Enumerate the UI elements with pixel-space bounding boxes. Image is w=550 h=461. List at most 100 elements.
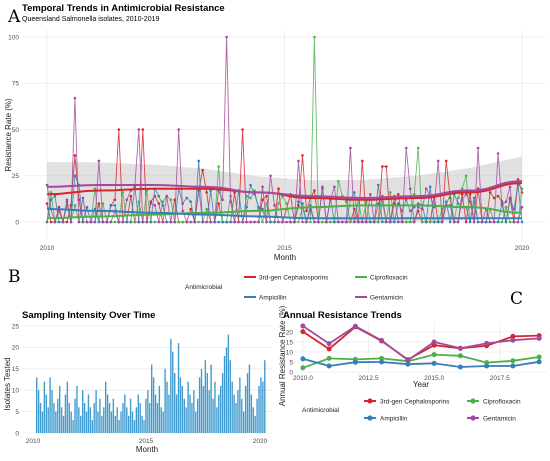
- panel-a-point: [157, 194, 161, 198]
- panel-a-point: [508, 198, 512, 202]
- panel-b-y-tick: 5: [15, 409, 19, 416]
- panel-a-y-tick: 0: [15, 219, 19, 226]
- panel-c-y-tick: 10: [286, 349, 294, 356]
- panel-b-bar: [174, 373, 176, 433]
- panel-c-point: [510, 358, 516, 364]
- panel-b-bar: [51, 390, 53, 433]
- panel-a-point: [369, 220, 372, 224]
- panel-b-bar: [233, 394, 235, 433]
- legend-item-ampicillin: Ampicillin: [244, 295, 287, 302]
- panel-a-trend-line-3: [46, 180, 523, 199]
- panel-c-series-line-1: [302, 353, 540, 369]
- panel-c-x-tick: 2010.0: [293, 375, 313, 382]
- panel-a-point: [153, 220, 157, 224]
- panel-a-point: [209, 220, 212, 224]
- panel-a-point: [357, 220, 360, 224]
- panel-a-point: [444, 159, 448, 163]
- panel-a-point: [105, 220, 109, 224]
- panel-b-bar: [260, 377, 262, 433]
- panel-c-point: [300, 356, 306, 362]
- panel-a-point: [101, 202, 105, 205]
- legend-c-item-cephalosporins: 3rd-gen Cephalosporins: [364, 398, 450, 406]
- panel-a-point: [384, 165, 388, 168]
- panel-a-point: [205, 191, 208, 194]
- panel-c-point: [326, 341, 332, 347]
- panel-b-bar: [177, 343, 180, 433]
- panel-b-bar: [120, 411, 122, 433]
- panel-a-point: [500, 220, 504, 224]
- panel-a-point: [337, 180, 340, 183]
- panel-a-point: [301, 220, 304, 224]
- panel-a-point: [265, 194, 268, 198]
- panel-b-bar: [149, 403, 151, 433]
- panel-a-point: [225, 35, 228, 39]
- panel-a-point: [137, 128, 141, 131]
- panel-b-bar: [164, 368, 166, 433]
- panel-a-point: [253, 189, 256, 192]
- panel-b-bar: [112, 398, 115, 433]
- panel-b-bar: [76, 385, 78, 433]
- panel-b-bar: [62, 415, 65, 433]
- panel-b-bar: [198, 377, 201, 433]
- panel-b-bar: [124, 394, 126, 433]
- panel-a-point: [464, 174, 468, 178]
- panel-b-bar: [181, 385, 184, 433]
- panel-a-point: [337, 220, 340, 224]
- panel-a-point: [297, 200, 300, 203]
- panel-c-series-line-2: [302, 357, 540, 368]
- panel-c-point: [484, 363, 490, 369]
- panel-c-point: [405, 357, 411, 363]
- panel-c-y-tick: 20: [286, 329, 294, 336]
- legend-label-gentamicin: Gentamicin: [370, 295, 403, 302]
- panel-a-point: [213, 220, 216, 224]
- legend-c-label-ciprofloxacin: Ciprofloxacin: [483, 399, 521, 406]
- panel-a-point: [205, 220, 208, 224]
- legend-item-ciprofloxacin: Ciprofloxacin: [355, 275, 408, 282]
- panel-a-point: [161, 200, 165, 203]
- panel-b-x-label: Month: [136, 445, 158, 454]
- panel-a-x-tick: 2015: [277, 245, 292, 252]
- panel-a-point: [49, 191, 53, 194]
- panel-a-point: [388, 220, 392, 224]
- panel-c-point: [457, 353, 463, 359]
- panel-a-point: [440, 220, 444, 224]
- panel-b-bar: [216, 407, 218, 433]
- panel-a-ticks: 0 25 50 75 100 2010 2015 2020: [8, 34, 529, 252]
- panel-a-point: [456, 220, 460, 224]
- panel-a-point: [361, 159, 364, 163]
- panel-a-point: [333, 185, 336, 189]
- panel-b-bar: [237, 390, 239, 433]
- panel-a-point: [301, 154, 304, 157]
- panel-a-point: [69, 220, 73, 224]
- panel-a-point: [61, 220, 65, 224]
- panel-a-point: [165, 220, 169, 224]
- panel-a-y-tick: 75: [12, 81, 20, 88]
- panel-a-point: [245, 194, 248, 198]
- panel-a-point: [516, 178, 520, 181]
- panel-a-point: [149, 220, 153, 224]
- panel-a-point: [165, 194, 169, 198]
- panel-b-bar: [218, 394, 220, 433]
- panel-a-point: [257, 207, 260, 211]
- panel-c-point: [431, 360, 437, 366]
- panel-a-point: [233, 220, 236, 224]
- panel-a-point: [141, 220, 145, 224]
- panel-a-x-tick: 2010: [40, 245, 55, 252]
- panel-a-point: [508, 220, 512, 224]
- panel-b-bar: [145, 398, 147, 433]
- panel-a-point: [396, 202, 400, 205]
- panel-b-y-tick: 15: [12, 366, 20, 373]
- panel-a-point: [141, 128, 145, 131]
- panel-b-bar: [70, 411, 72, 433]
- panel-a-point: [309, 207, 312, 211]
- panel-a-point: [221, 220, 224, 224]
- panel-a-point: [65, 198, 69, 202]
- panel-a-point: [117, 220, 121, 224]
- panel-a-point: [189, 220, 192, 224]
- panel-a-point: [157, 220, 161, 224]
- panel-c-point: [510, 337, 516, 343]
- panel-b-bar: [229, 360, 231, 433]
- panel-a-point: [373, 220, 376, 224]
- panel-b-bar: [45, 394, 47, 433]
- panel-c-point: [379, 337, 385, 343]
